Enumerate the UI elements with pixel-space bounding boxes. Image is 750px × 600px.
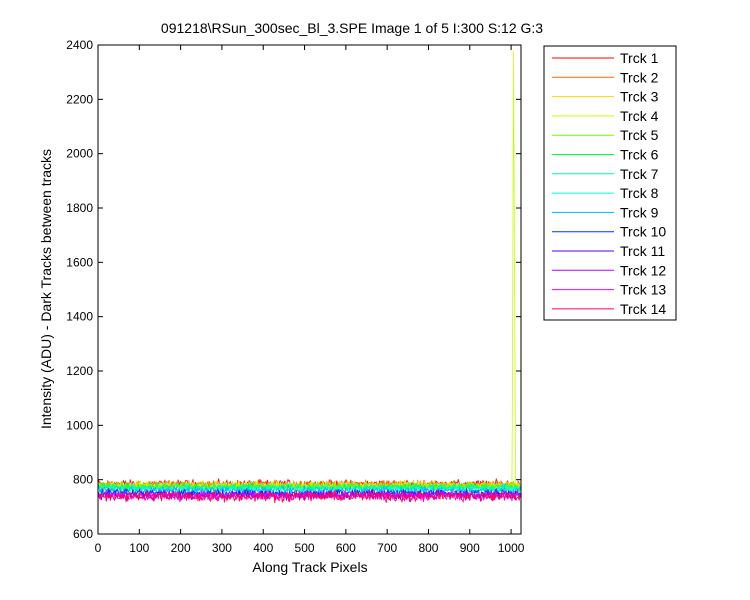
- x-tick-label: 1000: [498, 541, 525, 555]
- x-tick-label: 200: [171, 541, 191, 555]
- x-tick-label: 500: [295, 541, 315, 555]
- y-tick-label: 1200: [66, 364, 93, 378]
- legend-entry: Trck 4: [552, 108, 659, 124]
- y-tick-label: 1800: [66, 201, 93, 215]
- legend-label: Trck 2: [620, 69, 659, 85]
- y-tick-label: 1400: [66, 310, 93, 324]
- series-line-track-9: [97, 485, 522, 497]
- legend: Trck 1 Trck 2 Trck 3 Trck 4 Trck 5 Trck 6 Trck…: [543, 45, 677, 321]
- y-tick-label: 1600: [66, 255, 93, 269]
- y-tick-label: 2000: [66, 147, 93, 161]
- legend-label: Trck 7: [620, 166, 659, 182]
- legend-entry: Trck 14: [552, 301, 666, 317]
- legend-label: Trck 10: [620, 224, 666, 240]
- legend-entry: Trck 2: [552, 69, 659, 85]
- legend-label: Trck 8: [620, 185, 659, 201]
- y-axis: 600 800 1000 1200 1400 1600 1800 2000 2200 2400: [66, 38, 521, 541]
- legend-label: Trck 11: [620, 243, 665, 259]
- x-tick-label: 300: [212, 541, 232, 555]
- series-line-track-14: [97, 489, 522, 504]
- x-axis-label: Along Track Pixels: [252, 559, 367, 575]
- chart-title: 091218\RSun_300sec_Bl_3.SPE Image 1 of 5…: [161, 20, 543, 36]
- y-tick-label: 800: [73, 473, 93, 487]
- legend-label: Trck 13: [620, 282, 666, 298]
- x-tick-label: 400: [253, 541, 273, 555]
- y-tick-label: 2400: [66, 38, 93, 52]
- legend-label: Trck 14: [620, 301, 666, 317]
- plot-background: [98, 45, 521, 534]
- legend-entry: Trck 8: [552, 185, 659, 201]
- plot-area: 0 100 200 300 400 500 600 700 800 900 1000 600 800 1…: [66, 38, 524, 555]
- x-tick-label: 0: [95, 541, 102, 555]
- x-tick-label: 700: [377, 541, 397, 555]
- legend-entry: Trck 9: [552, 204, 659, 220]
- legend-entry: Trck 1: [552, 50, 659, 66]
- legend-label: Trck 4: [620, 108, 659, 124]
- y-tick-label: 1000: [66, 418, 93, 432]
- y-tick-label: 2200: [66, 92, 93, 106]
- plot-frame: [97, 44, 522, 535]
- legend-label: Trck 9: [620, 204, 659, 220]
- x-tick-label: 800: [418, 541, 438, 555]
- legend-entry: Trck 10: [552, 224, 666, 240]
- legend-label: Trck 1: [620, 50, 659, 66]
- y-axis-label: Intensity (ADU) - Dark Tracks between tr…: [38, 149, 54, 429]
- legend-box: [543, 45, 677, 321]
- y-tick-label: 600: [73, 527, 93, 541]
- legend-entry: Trck 12: [552, 262, 666, 278]
- legend-label: Trck 12: [620, 262, 666, 278]
- x-tick-label: 600: [336, 541, 356, 555]
- series-group: [97, 50, 522, 504]
- legend-entry: Trck 13: [552, 282, 666, 298]
- legend-entry: Trck 3: [552, 89, 659, 105]
- legend-label: Trck 6: [620, 147, 659, 163]
- legend-entry: Trck 7: [552, 166, 659, 182]
- legend-entry: Trck 6: [552, 147, 659, 163]
- legend-label: Trck 5: [620, 127, 659, 143]
- legend-entry: Trck 11: [552, 243, 665, 259]
- legend-items: Trck 1 Trck 2 Trck 3 Trck 4 Trck 5 Trck 6 Trck…: [552, 50, 666, 317]
- legend-entry: Trck 5: [552, 127, 659, 143]
- x-tick-label: 100: [129, 541, 149, 555]
- legend-label: Trck 3: [620, 89, 659, 105]
- x-axis: 0 100 200 300 400 500 600 700 800 900 1000: [95, 45, 525, 555]
- x-tick-label: 900: [460, 541, 480, 555]
